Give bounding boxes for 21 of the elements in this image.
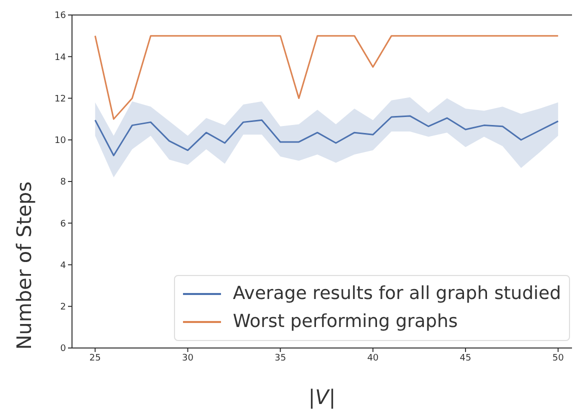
- y-tick-label: 8: [60, 178, 66, 188]
- x-tick-label: 40: [367, 353, 379, 364]
- y-tick-label: 6: [60, 219, 66, 230]
- x-tick-label: 50: [552, 353, 564, 364]
- y-tick-label: 0: [60, 344, 66, 354]
- y-tick-label: 16: [54, 11, 66, 22]
- y-tick-label: 14: [54, 52, 66, 63]
- y-tick-label: 10: [54, 136, 66, 146]
- x-tick-label: 35: [274, 353, 286, 364]
- x-tick-label: 25: [89, 353, 101, 364]
- legend-label: Average results for all graph studied: [232, 282, 561, 306]
- x-tick-label: 45: [460, 353, 472, 364]
- x-axis-title: |V|: [308, 385, 336, 409]
- y-axis-title: Number of Steps: [12, 182, 36, 350]
- x-tick-label: 30: [182, 353, 194, 364]
- y-tick-label: 4: [60, 260, 66, 271]
- line-series: [94, 35, 559, 120]
- y-tick-label: 2: [60, 302, 66, 313]
- y-tick-label: 12: [54, 94, 66, 104]
- legend-label: Worst performing graphs: [232, 310, 458, 334]
- line-series: [94, 115, 559, 156]
